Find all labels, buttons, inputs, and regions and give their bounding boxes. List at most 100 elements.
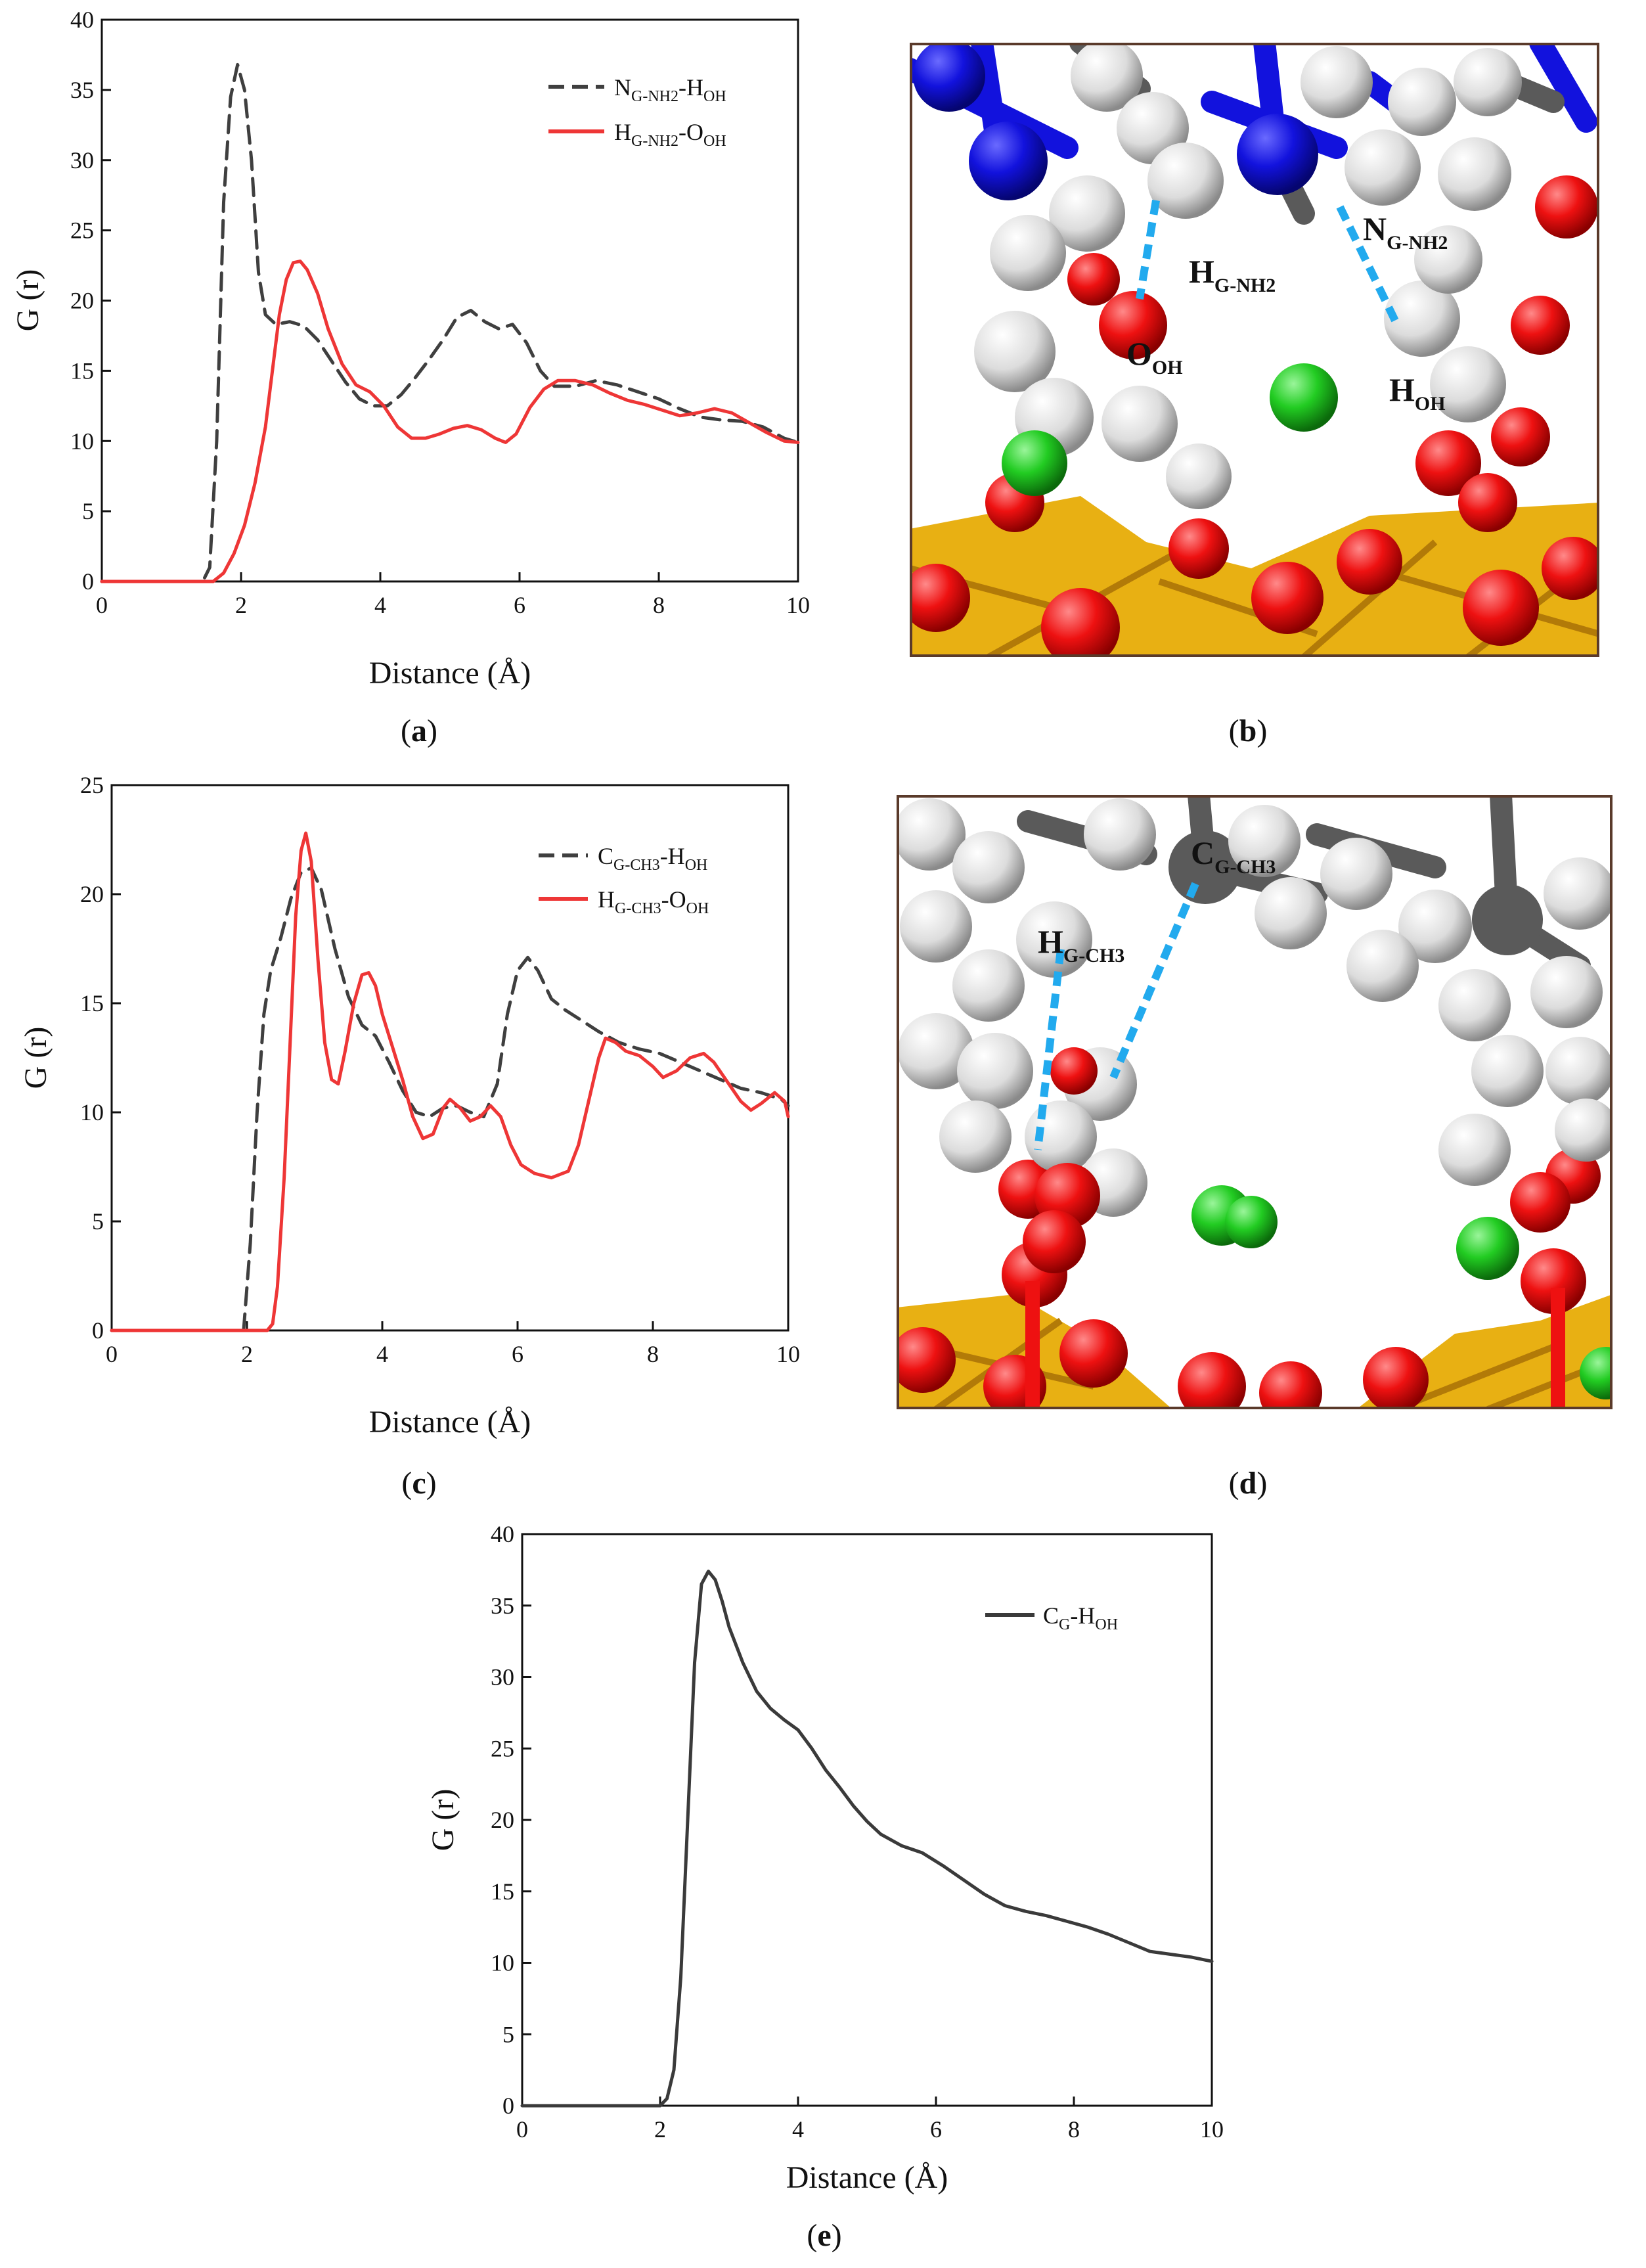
chart-c-series-line-0 xyxy=(110,866,790,1332)
chart-e-ytick-label-6: 30 xyxy=(491,1664,514,1690)
chart-c-ytick-label-0: 0 xyxy=(92,1317,104,1344)
caption-a: (a) xyxy=(401,714,437,748)
chart-a-legend-label-1: HG-NH2-OOH xyxy=(614,119,726,150)
chart-a-ytick-label-4: 20 xyxy=(70,288,94,314)
molecule-b-label-o: OOH xyxy=(1126,335,1183,378)
chart-a-ytick-label-5: 25 xyxy=(70,217,94,244)
chart-a-frame xyxy=(100,18,799,583)
chart-a-ytick-label-8: 40 xyxy=(70,7,94,33)
chart-a-xtick-label-0: 0 xyxy=(96,592,108,618)
chart-a-y-ticks: 0 5 10 15 20 25 30 35 40 xyxy=(70,7,111,595)
chart-c-frame xyxy=(110,784,790,1332)
molecule-d-chlorine-2 xyxy=(1456,1217,1519,1280)
chart-e-legend-label-0: CG-HOH xyxy=(1043,1602,1118,1633)
chart-e-ylabel: G (r) xyxy=(426,1789,460,1851)
chart-a-xtick-label-5: 10 xyxy=(786,592,810,618)
chart-a: 0 5 10 15 20 25 30 35 40 0 2 4 6 8 10 Distance (Å) G … xyxy=(11,7,810,691)
molecule-b-label-hoh: HOH xyxy=(1389,371,1446,415)
chart-e-ytick-label-7: 35 xyxy=(491,1593,514,1619)
caption-b: (b) xyxy=(1228,714,1268,748)
chart-a-x-ticks: 0 2 4 6 8 10 xyxy=(96,572,810,618)
chart-e-x-ticks: 0 2 4 6 8 10 xyxy=(516,2097,1224,2143)
chart-a-ylabel: G (r) xyxy=(11,269,45,332)
chart-c-series xyxy=(110,831,790,1332)
chart-a-xtick-label-2: 4 xyxy=(374,592,386,618)
chart-e-y-ticks: 0 5 10 15 20 25 30 35 40 xyxy=(491,1521,531,2119)
chart-c-xtick-label-5: 10 xyxy=(776,1341,800,1367)
chart-a-ytick-label-2: 10 xyxy=(70,428,94,454)
chart-e-series xyxy=(520,1570,1214,2108)
molecule-d: CG-CH3 HG-CH3 xyxy=(897,795,1613,1409)
molecule-b-hydrogens xyxy=(974,43,1522,509)
molecule-d-hbond-0 xyxy=(1034,949,1065,1150)
chart-a-xtick-label-3: 6 xyxy=(514,592,525,618)
molecule-b-silica-layer xyxy=(910,407,1599,657)
chart-e-xtick-label-0: 0 xyxy=(516,2116,528,2143)
chart-a-ytick-label-0: 0 xyxy=(82,568,94,595)
chart-c-xtick-label-3: 6 xyxy=(512,1341,523,1367)
chart-c-xtick-label-1: 2 xyxy=(241,1341,253,1367)
chart-e: 0 5 10 15 20 25 30 35 40 0 2 4 6 8 10 Distance (Å) G … xyxy=(426,1521,1224,2195)
molecule-b-amine-groups xyxy=(910,43,1597,225)
chart-a-xtick-label-1: 2 xyxy=(235,592,247,618)
chart-c-legend: CG-CH3-HOH HG-CH3-OOH xyxy=(539,843,709,917)
molecule-b-chlorine-1 xyxy=(1270,363,1338,432)
chart-c-xtick-label-4: 8 xyxy=(647,1341,659,1367)
chart-a-legend-label-0: NG-NH2-HOH xyxy=(614,74,726,105)
chart-e-ytick-label-5: 25 xyxy=(491,1735,514,1761)
chart-c-plot: 0 5 10 15 20 25 0 2 4 6 8 10 xyxy=(80,772,800,1367)
molecule-b-border xyxy=(910,43,1599,657)
chart-e-plot: 0 5 10 15 20 25 30 35 40 0 2 4 6 8 10 xyxy=(491,1521,1224,2143)
chart-e-xtick-label-1: 2 xyxy=(654,2116,666,2143)
chart-a-xtick-label-4: 8 xyxy=(653,592,665,618)
molecule-b-label-n: NG-NH2 xyxy=(1363,210,1448,254)
chart-e-xtick-label-5: 10 xyxy=(1200,2116,1224,2143)
chart-e-legend: CG-HOH xyxy=(985,1602,1118,1633)
chart-e-ytick-label-0: 0 xyxy=(502,2093,514,2119)
chart-a-ytick-label-6: 30 xyxy=(70,147,94,173)
chart-c-xlabel: Distance (Å) xyxy=(369,1405,531,1440)
molecule-d-border xyxy=(897,795,1613,1409)
chart-c-xtick-label-2: 4 xyxy=(376,1341,388,1367)
chart-a-legend: NG-NH2-HOH HG-NH2-OOH xyxy=(548,74,726,150)
chart-e-xtick-label-4: 8 xyxy=(1068,2116,1080,2143)
caption-c: (c) xyxy=(401,1466,437,1501)
chart-c-ytick-label-4: 20 xyxy=(80,881,104,907)
chart-e-ytick-label-2: 10 xyxy=(491,1950,514,1976)
chart-e-ytick-label-3: 15 xyxy=(491,1878,514,1905)
chart-c: 0 5 10 15 20 25 0 2 4 6 8 10 Distance (Å) G (r) CG… xyxy=(18,772,800,1440)
chart-a-plot: 0 5 10 15 20 25 30 35 40 0 2 4 6 8 10 xyxy=(70,7,810,618)
chart-c-x-ticks: 0 2 4 6 8 10 xyxy=(106,1321,800,1367)
molecule-b-chlorine-0 xyxy=(1002,430,1067,496)
molecule-d-hydroxyls xyxy=(1023,1047,1570,1273)
chart-c-ylabel: G (r) xyxy=(18,1027,53,1089)
molecule-d-hbond-1 xyxy=(1109,882,1199,1079)
chart-e-ytick-label-8: 40 xyxy=(491,1521,514,1547)
molecule-b-label-h: HG-NH2 xyxy=(1189,253,1276,296)
chart-c-ytick-label-3: 15 xyxy=(80,990,104,1016)
caption-e: (e) xyxy=(807,2218,842,2253)
chart-e-xlabel: Distance (Å) xyxy=(786,2160,948,2195)
chart-a-xlabel: Distance (Å) xyxy=(369,656,531,691)
chart-a-series-line-0 xyxy=(100,62,800,583)
chart-c-legend-label-1: HG-CH3-OOH xyxy=(598,886,709,917)
chart-e-xtick-label-3: 6 xyxy=(930,2116,942,2143)
chart-e-xtick-label-2: 4 xyxy=(792,2116,804,2143)
molecule-d-silica-layer xyxy=(897,1148,1613,1409)
chart-c-series-line-1 xyxy=(110,831,790,1332)
chart-c-ytick-label-2: 10 xyxy=(80,1099,104,1125)
molecule-d-chlorine-1 xyxy=(1225,1196,1278,1248)
caption-d: (d) xyxy=(1228,1466,1268,1501)
chart-c-y-ticks: 0 5 10 15 20 25 xyxy=(80,772,121,1344)
chart-a-ytick-label-1: 5 xyxy=(82,498,94,524)
chart-c-ytick-label-5: 25 xyxy=(80,772,104,798)
molecule-b-hydroxyls xyxy=(1067,175,1598,532)
chart-e-ytick-label-4: 20 xyxy=(491,1807,514,1833)
molecule-d-label-h: HG-CH3 xyxy=(1038,923,1124,966)
chart-a-ytick-label-7: 35 xyxy=(70,77,94,103)
chart-e-ytick-label-1: 5 xyxy=(502,2021,514,2047)
chart-a-series xyxy=(100,62,800,583)
molecule-b: NG-NH2 HG-NH2 OOH HOH xyxy=(910,43,1599,657)
molecule-b-hbond-0 xyxy=(1136,200,1160,300)
molecule-d-label-c: CG-CH3 xyxy=(1191,834,1276,878)
